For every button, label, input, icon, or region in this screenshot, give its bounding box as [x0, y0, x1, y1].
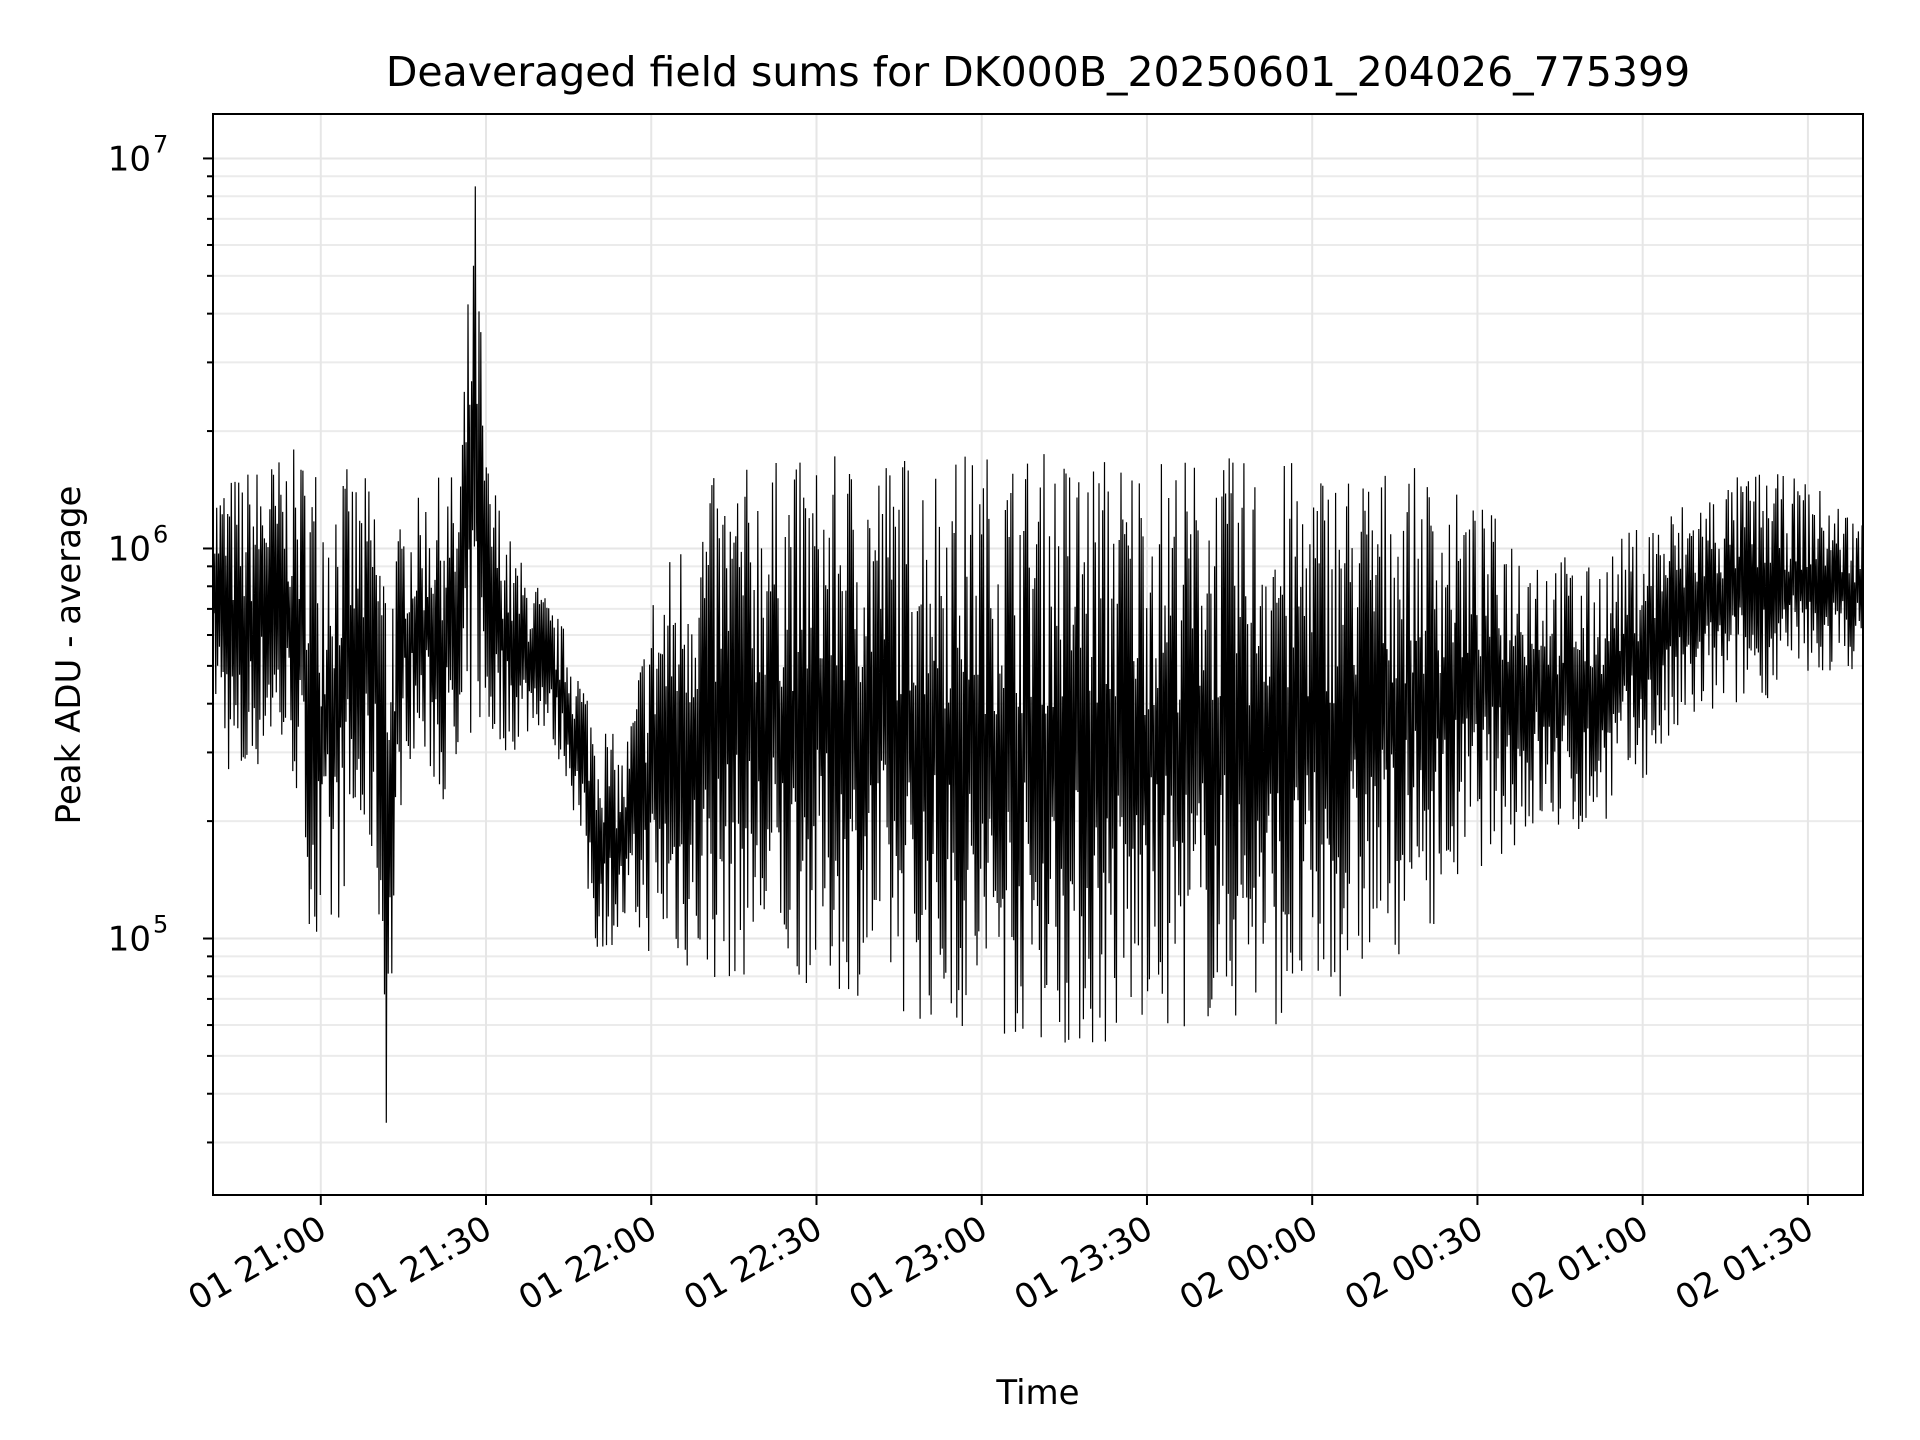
x-tick-label: 01 21:00 [182, 1208, 334, 1319]
x-tick-label: 01 22:30 [677, 1208, 829, 1319]
y-tick-exponent: 7 [153, 130, 168, 158]
y-tick-exponent: 5 [153, 911, 168, 939]
x-tick-label: 01 21:30 [347, 1208, 499, 1319]
x-tick-label: 02 01:30 [1669, 1208, 1821, 1319]
series-line [212, 186, 1864, 1123]
y-tick-label: 10 [108, 139, 151, 179]
chart-title: Deaveraged field sums for DK000B_2025060… [386, 48, 1690, 96]
y-tick-exponent: 6 [153, 520, 168, 548]
x-tick-label: 01 23:00 [843, 1208, 995, 1319]
x-tick-label: 01 22:00 [512, 1208, 664, 1319]
x-tick-label: 02 00:30 [1338, 1208, 1490, 1319]
x-axis: 01 21:00 01 21:30 01 22:00 01 22:30 01 23:00… [182, 1195, 1821, 1319]
plot-frame [212, 113, 1864, 1196]
y-axis-label: Peak ADU - average [49, 486, 89, 825]
x-tick-label: 02 01:00 [1503, 1208, 1655, 1319]
x-tick-label: 01 23:30 [1008, 1208, 1160, 1319]
y-tick-label: 10 [108, 529, 151, 569]
x-axis-label: Time [995, 1373, 1079, 1413]
series-layer [212, 186, 1864, 1123]
y-tick-label: 10 [108, 920, 151, 960]
x-tick-label: 02 00:00 [1173, 1208, 1325, 1319]
